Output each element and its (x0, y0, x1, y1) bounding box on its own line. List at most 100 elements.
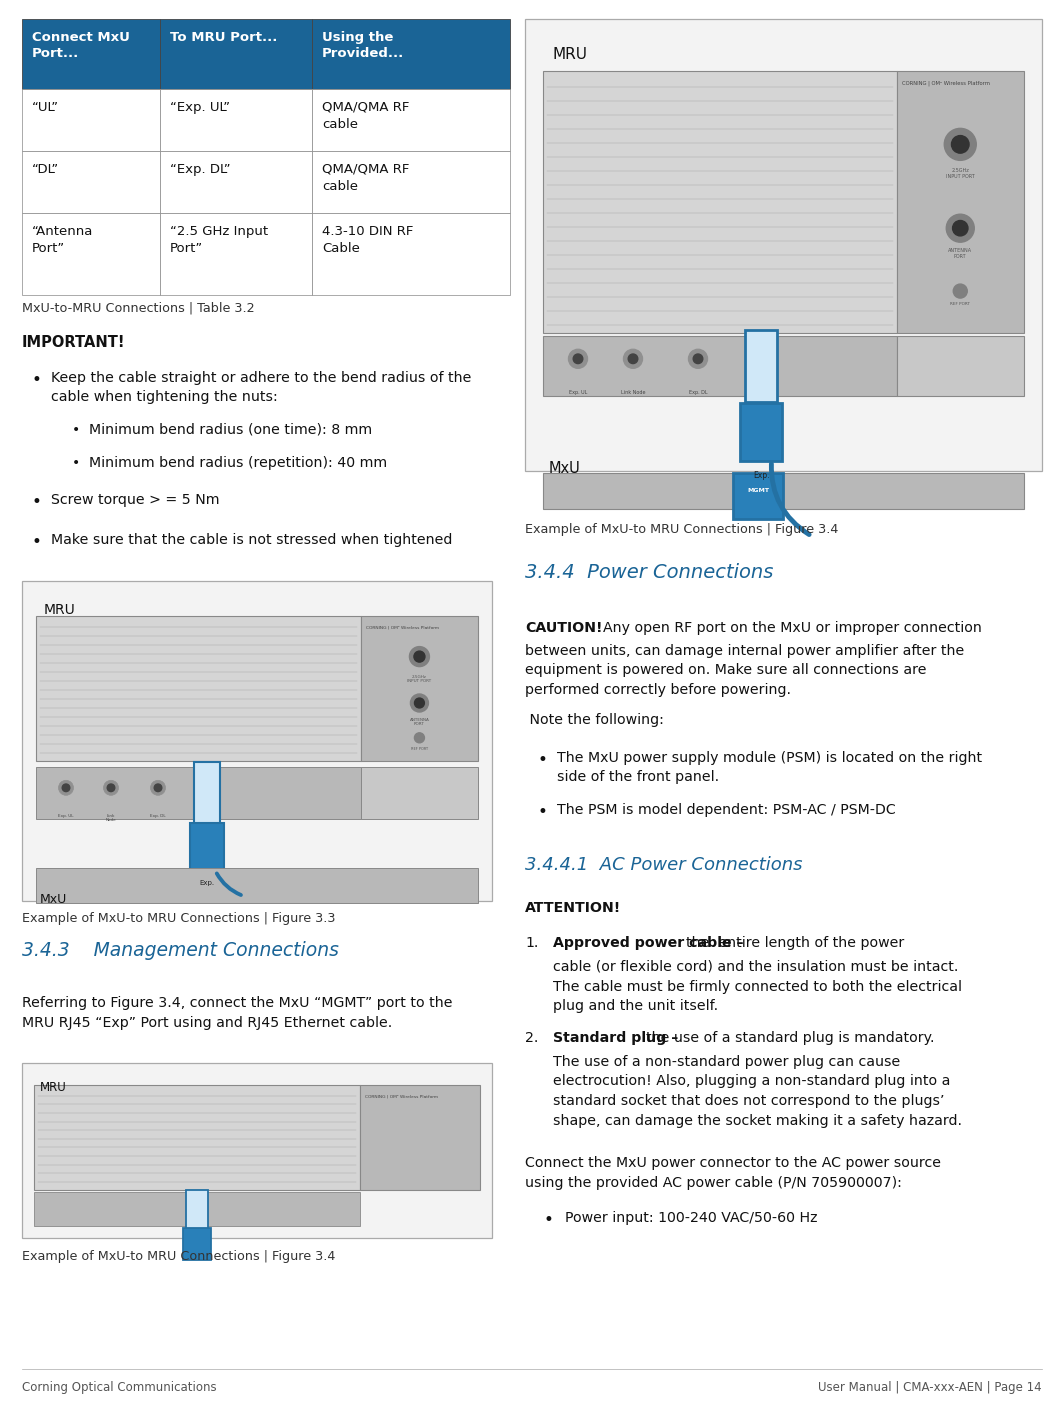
Text: •: • (32, 532, 41, 551)
Text: Approved power cable –: Approved power cable – (553, 936, 748, 950)
FancyBboxPatch shape (543, 336, 897, 396)
Circle shape (59, 780, 73, 796)
Text: •: • (537, 803, 547, 821)
Text: “DL”: “DL” (32, 163, 60, 177)
Text: The MxU power supply module (PSM) is located on the right
side of the front pane: The MxU power supply module (PSM) is loc… (556, 751, 982, 785)
Text: •: • (537, 751, 547, 769)
Circle shape (628, 354, 637, 364)
Text: Connect MxU
Port...: Connect MxU Port... (32, 31, 130, 60)
FancyBboxPatch shape (22, 20, 160, 90)
FancyBboxPatch shape (525, 20, 1042, 471)
Text: MRU: MRU (40, 1082, 67, 1094)
FancyBboxPatch shape (22, 90, 160, 151)
Text: Referring to Figure 3.4, connect the MxU “MGMT” port to the
MRU RJ45 “Exp” Port : Referring to Figure 3.4, connect the MxU… (22, 996, 452, 1030)
Text: the  entire length of the power: the entire length of the power (686, 936, 904, 950)
Text: QMA/QMA RF
cable: QMA/QMA RF cable (322, 163, 410, 193)
Text: •: • (543, 1210, 553, 1229)
Text: “Exp. DL”: “Exp. DL” (170, 163, 231, 177)
Text: QMA/QMA RF
cable: QMA/QMA RF cable (322, 101, 410, 132)
FancyBboxPatch shape (733, 474, 783, 518)
FancyBboxPatch shape (543, 71, 897, 333)
Text: Screw torque > = 5 Nm: Screw torque > = 5 Nm (51, 493, 219, 507)
FancyBboxPatch shape (36, 766, 361, 820)
Circle shape (150, 780, 166, 796)
Text: Example of MxU-to MRU Connections | Figure 3.4: Example of MxU-to MRU Connections | Figu… (22, 1250, 335, 1262)
Text: 1.: 1. (525, 936, 538, 950)
Text: “Antenna
Port”: “Antenna Port” (32, 226, 94, 255)
Text: Any open RF port on the MxU or improper connection: Any open RF port on the MxU or improper … (603, 621, 982, 635)
FancyBboxPatch shape (361, 766, 478, 820)
Circle shape (414, 651, 425, 663)
Text: 3.4.4  Power Connections: 3.4.4 Power Connections (525, 563, 774, 581)
Text: “UL”: “UL” (32, 101, 60, 113)
FancyBboxPatch shape (745, 331, 777, 402)
Text: Keep the cable straight or adhere to the bend radius of the
cable when tightenin: Keep the cable straight or adhere to the… (51, 371, 471, 403)
Text: Example of MxU-to MRU Connections | Figure 3.4: Example of MxU-to MRU Connections | Figu… (525, 523, 838, 537)
Circle shape (952, 220, 968, 235)
FancyBboxPatch shape (36, 616, 361, 761)
FancyBboxPatch shape (36, 869, 478, 904)
Text: 4.3-10 DIN RF
Cable: 4.3-10 DIN RF Cable (322, 226, 414, 255)
Text: REF PORT: REF PORT (950, 303, 970, 305)
Text: IMPORTANT!: IMPORTANT! (22, 335, 126, 350)
FancyBboxPatch shape (34, 1192, 360, 1226)
Text: MRU: MRU (44, 602, 76, 616)
Text: •: • (72, 455, 80, 469)
Circle shape (410, 647, 430, 667)
Text: MRU: MRU (553, 48, 588, 62)
FancyBboxPatch shape (312, 213, 510, 296)
Text: CORNING | OM² Wireless Platform: CORNING | OM² Wireless Platform (366, 626, 438, 630)
Text: Link
Node: Link Node (105, 814, 116, 822)
Text: Power input: 100-240 VAC/50-60 Hz: Power input: 100-240 VAC/50-60 Hz (565, 1210, 817, 1224)
Circle shape (694, 354, 703, 364)
FancyBboxPatch shape (22, 151, 160, 213)
Text: 3.4.4.1  AC Power Connections: 3.4.4.1 AC Power Connections (525, 856, 802, 874)
Text: MxU: MxU (40, 892, 67, 906)
Circle shape (107, 785, 115, 792)
FancyBboxPatch shape (160, 213, 312, 296)
Text: “Exp. UL”: “Exp. UL” (170, 101, 230, 113)
Text: Using the
Provided...: Using the Provided... (322, 31, 404, 60)
Text: •: • (72, 423, 80, 437)
Circle shape (568, 349, 587, 368)
Text: CORNING | OM² Wireless Platform: CORNING | OM² Wireless Platform (901, 81, 990, 87)
Text: MxU-to-MRU Connections | Table 3.2: MxU-to-MRU Connections | Table 3.2 (22, 303, 254, 315)
Circle shape (688, 349, 708, 368)
Text: To MRU Port...: To MRU Port... (170, 31, 278, 43)
FancyBboxPatch shape (361, 616, 478, 761)
FancyBboxPatch shape (160, 90, 312, 151)
Text: Minimum bend radius (repetition): 40 mm: Minimum bend radius (repetition): 40 mm (89, 455, 387, 469)
Text: 2.5GHz
INPUT PORT: 2.5GHz INPUT PORT (946, 168, 975, 179)
FancyBboxPatch shape (312, 151, 510, 213)
Text: CAUTION!: CAUTION! (525, 621, 602, 635)
FancyBboxPatch shape (186, 1189, 207, 1230)
Circle shape (624, 349, 643, 368)
Circle shape (154, 785, 162, 792)
FancyBboxPatch shape (160, 151, 312, 213)
Text: 2.: 2. (525, 1031, 538, 1045)
Text: •: • (32, 371, 41, 389)
Text: Exp. DL: Exp. DL (150, 814, 166, 818)
Text: MxU: MxU (549, 461, 581, 476)
Text: Minimum bend radius (one time): 8 mm: Minimum bend radius (one time): 8 mm (89, 423, 372, 437)
Circle shape (62, 785, 70, 792)
Text: Exp.: Exp. (752, 471, 769, 481)
FancyBboxPatch shape (194, 762, 220, 824)
Text: ATTENTION!: ATTENTION! (525, 901, 621, 915)
Text: the use of a standard plug is mandatory.: the use of a standard plug is mandatory. (646, 1031, 934, 1045)
Text: Note the following:: Note the following: (525, 713, 664, 727)
Text: CORNING | OM² Wireless Platform: CORNING | OM² Wireless Platform (365, 1096, 437, 1098)
Text: Standard plug –: Standard plug – (553, 1031, 683, 1045)
Circle shape (953, 284, 967, 298)
Text: ANTENNA
PORT: ANTENNA PORT (948, 248, 972, 259)
FancyBboxPatch shape (543, 474, 1024, 509)
Text: Exp. UL: Exp. UL (569, 389, 587, 395)
FancyBboxPatch shape (897, 336, 1024, 396)
Text: “2.5 GHz Input
Port”: “2.5 GHz Input Port” (170, 226, 268, 255)
Text: cable (or flexible cord) and the insulation must be intact.
The cable must be fi: cable (or flexible cord) and the insulat… (553, 960, 962, 1013)
FancyBboxPatch shape (312, 20, 510, 90)
Text: Exp. UL: Exp. UL (59, 814, 73, 818)
Text: Connect the MxU power connector to the AC power source
using the provided AC pow: Connect the MxU power connector to the A… (525, 1156, 941, 1189)
FancyBboxPatch shape (22, 581, 492, 901)
Circle shape (411, 693, 429, 712)
